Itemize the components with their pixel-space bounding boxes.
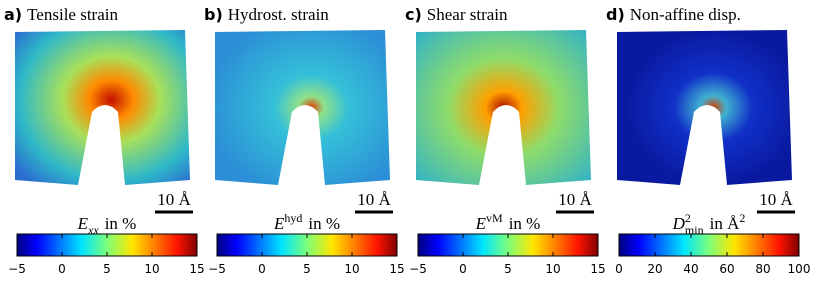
symbol: E bbox=[273, 214, 285, 233]
tick-label: 5 bbox=[103, 262, 111, 276]
tick-label: 15 bbox=[189, 262, 204, 276]
tick-label: 0 bbox=[258, 262, 266, 276]
tick-label: 5 bbox=[504, 262, 512, 276]
panel-title: c) Shear strain bbox=[405, 5, 508, 24]
unit: in Å bbox=[710, 214, 740, 233]
specimen bbox=[416, 30, 591, 185]
tick-label: 10 bbox=[344, 262, 359, 276]
title-text: Tensile strain bbox=[27, 5, 118, 24]
colorbar bbox=[618, 233, 800, 257]
tick-label: 100 bbox=[788, 262, 811, 276]
specimen bbox=[617, 30, 792, 185]
specimen bbox=[215, 30, 390, 185]
unit-superscript: 2 bbox=[739, 211, 745, 225]
unit: in % bbox=[308, 214, 340, 233]
panel-title: d) Non-affine disp. bbox=[606, 5, 741, 24]
symbol: E bbox=[77, 214, 89, 233]
title-text: Shear strain bbox=[427, 5, 508, 24]
panel-letter: c) bbox=[405, 5, 422, 24]
symbol: E bbox=[475, 214, 487, 233]
scale-bar-label: 10 Å bbox=[759, 190, 793, 209]
scale-bar-label: 10 Å bbox=[558, 190, 592, 209]
superscript: 2 bbox=[685, 211, 691, 225]
tick-label: 60 bbox=[719, 262, 734, 276]
scale-bar-label: 10 Å bbox=[157, 190, 191, 209]
panel-title: a) Tensile strain bbox=[4, 5, 118, 24]
unit: in % bbox=[509, 214, 541, 233]
title-text: Hydrost. strain bbox=[228, 5, 330, 24]
unit: in % bbox=[105, 214, 137, 233]
tick-label: −5 bbox=[409, 262, 427, 276]
tick-label: 15 bbox=[590, 262, 605, 276]
panel: b) Hydrost. strain 10 Å Ehyd in % −5 0 5 10 15 bbox=[204, 5, 405, 276]
tick-label: 0 bbox=[58, 262, 66, 276]
colorbar-label: Ehyd in % bbox=[273, 211, 340, 233]
panel-title: b) Hydrost. strain bbox=[204, 5, 329, 24]
tick-label: 80 bbox=[755, 262, 770, 276]
tick-label: 15 bbox=[389, 262, 404, 276]
specimen bbox=[15, 30, 190, 185]
tick-label: 40 bbox=[683, 262, 698, 276]
title-text: Non-affine disp. bbox=[630, 5, 741, 24]
tick-label: −5 bbox=[8, 262, 26, 276]
tick-label: −5 bbox=[208, 262, 226, 276]
colorbar-label: Exx in % bbox=[77, 214, 137, 237]
scale-bar-label: 10 Å bbox=[357, 190, 391, 209]
tick-label: 5 bbox=[303, 262, 311, 276]
colorbar-label: D2 min in Å2 bbox=[672, 211, 746, 237]
panel-letter: b) bbox=[204, 5, 223, 24]
panel: a) Tensile strain 10 Å Exx in % −5 0 5 10 15 bbox=[4, 5, 205, 276]
tick-label: 0 bbox=[459, 262, 467, 276]
panel: c) Shear strain 10 Å EvM in % −5 0 5 10 15 bbox=[405, 5, 606, 276]
tick-label: 20 bbox=[647, 262, 662, 276]
superscript: vM bbox=[486, 211, 503, 225]
colorbar-label: EvM in % bbox=[475, 211, 541, 233]
panel-letter: a) bbox=[4, 5, 22, 24]
superscript: hyd bbox=[284, 211, 302, 225]
tick-label: 10 bbox=[144, 262, 159, 276]
symbol: D bbox=[672, 214, 686, 233]
tick-label: 0 bbox=[615, 262, 623, 276]
panel-letter: d) bbox=[606, 5, 625, 24]
panel: d) Non-affine disp. 10 Å D2 min in Å2 0 20 40 60 8… bbox=[606, 5, 810, 276]
tick-label: 10 bbox=[545, 262, 560, 276]
